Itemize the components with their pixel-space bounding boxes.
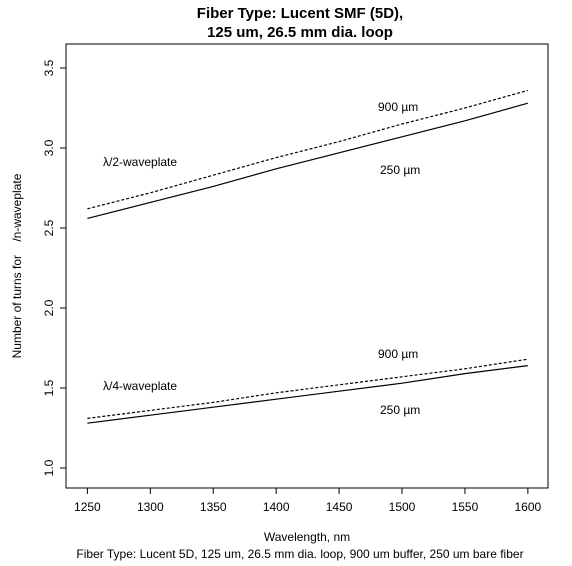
annotation: 900 µm bbox=[378, 100, 418, 114]
line-series bbox=[87, 358, 528, 419]
plot-frame bbox=[65, 43, 549, 489]
y-tick-label: 2.5 bbox=[42, 219, 56, 236]
y-tick-label: 3.5 bbox=[42, 59, 56, 76]
chart-title: Fiber Type: Lucent SMF (5D), bbox=[197, 5, 403, 22]
chart-title: 125 um, 26.5 mm dia. loop bbox=[207, 24, 393, 41]
x-tick-label: 1250 bbox=[74, 500, 101, 514]
annotation: 250 µm bbox=[380, 403, 420, 417]
line-series bbox=[87, 102, 529, 219]
line-series bbox=[87, 365, 528, 424]
x-tick-label: 1300 bbox=[137, 500, 164, 514]
annotation: λ/2-waveplate bbox=[103, 155, 177, 169]
y-tick-label: 1.0 bbox=[42, 459, 56, 476]
y-tick-label: 1.5 bbox=[42, 379, 56, 396]
x-tick-label: 1600 bbox=[515, 500, 542, 514]
annotation: 250 µm bbox=[380, 163, 420, 177]
annotation: λ/4-waveplate bbox=[103, 379, 177, 393]
annotation: 900 µm bbox=[378, 347, 418, 361]
x-axis-label: Wavelength, nm bbox=[264, 530, 350, 544]
x-tick-label: 1500 bbox=[389, 500, 416, 514]
x-tick-label: 1400 bbox=[263, 500, 290, 514]
x-tick-label: 1450 bbox=[326, 500, 353, 514]
y-tick-label: 2.0 bbox=[42, 299, 56, 316]
x-tick-label: 1350 bbox=[200, 500, 227, 514]
y-tick-label: 3.0 bbox=[42, 139, 56, 156]
y-axis-label: Number of turns for /n-waveplate bbox=[10, 173, 24, 358]
x-tick-label: 1550 bbox=[452, 500, 479, 514]
caption: Fiber Type: Lucent 5D, 125 um, 26.5 mm d… bbox=[76, 547, 523, 561]
line-series bbox=[87, 89, 529, 210]
